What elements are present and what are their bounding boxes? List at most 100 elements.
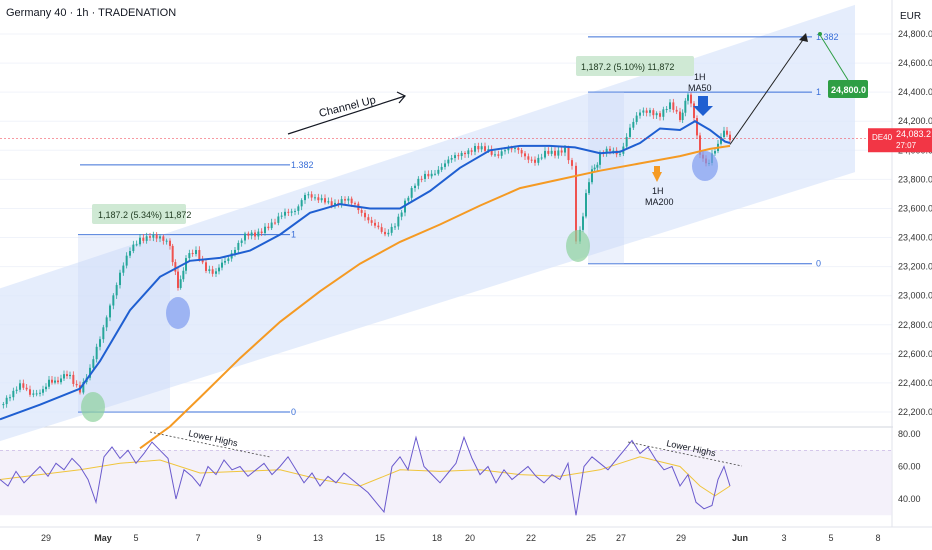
- candle-body: [169, 240, 171, 246]
- candle-body: [367, 217, 370, 221]
- candle-body: [487, 149, 490, 151]
- candle-body: [270, 222, 273, 229]
- candle-body: [304, 194, 306, 201]
- candle-body: [437, 169, 440, 174]
- candle-body: [537, 157, 540, 163]
- fib-right-label: 0: [816, 259, 821, 269]
- time-tick: May: [94, 533, 112, 543]
- axis-background: [893, 0, 932, 550]
- candle-body: [95, 346, 98, 360]
- candle-body: [669, 102, 671, 110]
- candle-body: [218, 267, 220, 272]
- fib-right-label: 1: [816, 87, 821, 97]
- rsi-tick: 60.00: [898, 462, 921, 472]
- candle-body: [215, 271, 217, 274]
- candle-body: [119, 272, 121, 286]
- candle-body: [145, 236, 148, 241]
- blue-circle-right: [692, 151, 718, 181]
- candle-body: [290, 211, 293, 213]
- price-tick: 24,400.0: [898, 87, 932, 97]
- candle-body: [424, 173, 426, 179]
- price-tick: 22,600.0: [898, 349, 932, 359]
- candle-body: [662, 109, 665, 117]
- time-tick: 5: [828, 533, 833, 543]
- candle-body: [591, 169, 593, 183]
- candle-body: [564, 147, 566, 153]
- candle-body: [354, 203, 356, 205]
- candle-body: [182, 270, 185, 280]
- candle-body: [330, 201, 333, 207]
- price-tick: 23,000.0: [898, 291, 932, 301]
- candle-body: [35, 393, 38, 395]
- candle-body: [540, 157, 543, 159]
- candle-body: [494, 154, 496, 156]
- measure-box-right: [588, 92, 624, 264]
- channel-up-label: Channel Up: [318, 94, 377, 120]
- candle-body: [139, 237, 141, 245]
- candle-body: [460, 152, 463, 157]
- candle-body: [729, 134, 731, 141]
- price-badge-countdown: 27:07: [896, 141, 917, 150]
- price-axis: 22,200.0 22,400.0 22,600.0 22,800.0 23,000.0…: [868, 0, 932, 550]
- candle-body: [221, 262, 223, 268]
- candle-body: [527, 156, 530, 160]
- candle-body: [54, 380, 56, 383]
- candle-body: [547, 150, 550, 154]
- target-point: [818, 32, 822, 36]
- candle-body: [530, 159, 533, 161]
- candle-body: [635, 115, 638, 122]
- rsi-tick: 80.00: [898, 429, 921, 439]
- candle-body: [177, 271, 179, 288]
- candle-body: [370, 220, 373, 223]
- time-tick: 8: [875, 533, 880, 543]
- candle-body: [387, 232, 390, 235]
- candle-body: [12, 390, 15, 398]
- rsi-tick: 40.00: [898, 494, 921, 504]
- candle-body: [240, 240, 243, 243]
- candle-body: [45, 386, 47, 390]
- candle-body: [470, 150, 473, 152]
- candle-body: [681, 112, 684, 121]
- candle-body: [277, 216, 280, 223]
- price-badge-symbol: DE40: [872, 133, 893, 142]
- candle-body: [112, 295, 115, 306]
- candle-body: [260, 231, 263, 234]
- candle-body: [69, 374, 71, 377]
- candle-body: [652, 110, 655, 116]
- candle-body: [102, 327, 105, 340]
- projection-line: [729, 36, 806, 145]
- candle-body: [377, 225, 380, 228]
- measure-box-left: [78, 234, 170, 412]
- candle-body: [89, 367, 91, 378]
- currency-label: EUR: [900, 11, 921, 22]
- candle-body: [726, 130, 728, 135]
- candle-body: [347, 198, 350, 201]
- candle-body: [679, 111, 681, 121]
- candle-body: [75, 383, 78, 386]
- lower-highs-left-line: [149, 431, 271, 458]
- candle-body: [440, 166, 443, 170]
- candle-body: [410, 188, 413, 198]
- candle-body: [675, 109, 678, 112]
- candle-body: [29, 389, 31, 395]
- candle-body: [659, 113, 661, 117]
- channel-up-band: [0, 4, 855, 442]
- candle-body: [174, 262, 177, 272]
- candle-body: [191, 253, 194, 255]
- lower-highs-right-line: [627, 441, 743, 467]
- candle-body: [477, 145, 480, 150]
- candle-body: [649, 110, 651, 113]
- candle-body: [394, 226, 396, 228]
- candle-body: [165, 240, 168, 242]
- candle-body: [384, 231, 386, 235]
- candle-body: [208, 269, 211, 271]
- candle-body: [687, 94, 689, 101]
- candle-body: [550, 150, 553, 154]
- chart-title: Germany 40 · 1h · TRADENATION: [6, 7, 176, 19]
- measure-left-label: 1,187.2 (5.34%) 11,872: [98, 210, 191, 220]
- candle-body: [723, 130, 725, 138]
- candle-body: [267, 226, 270, 229]
- measure-left-box: [92, 204, 186, 224]
- candle-body: [350, 198, 353, 204]
